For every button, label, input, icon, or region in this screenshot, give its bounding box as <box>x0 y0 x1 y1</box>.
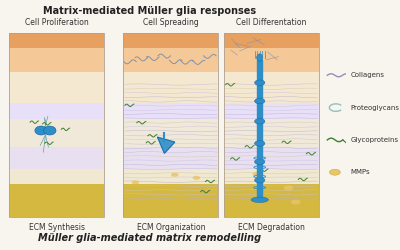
Ellipse shape <box>284 186 293 190</box>
Bar <box>224 33 319 48</box>
Ellipse shape <box>254 80 265 86</box>
Text: Cell Spreading: Cell Spreading <box>143 18 199 27</box>
Bar <box>9 147 104 169</box>
Ellipse shape <box>252 172 262 177</box>
Ellipse shape <box>251 197 268 202</box>
Bar <box>224 169 319 184</box>
Ellipse shape <box>255 183 265 188</box>
Bar <box>123 72 218 103</box>
Ellipse shape <box>171 173 179 177</box>
Bar <box>224 147 319 169</box>
Bar <box>9 33 104 48</box>
Circle shape <box>35 126 47 135</box>
Text: ECM Degradation: ECM Degradation <box>238 223 304 232</box>
Bar <box>123 33 218 48</box>
Text: ECM Organization: ECM Organization <box>137 223 205 232</box>
Polygon shape <box>158 137 175 153</box>
Bar <box>123 147 218 169</box>
Bar <box>9 120 104 147</box>
Ellipse shape <box>254 118 265 124</box>
Ellipse shape <box>291 200 301 204</box>
Polygon shape <box>257 60 262 198</box>
Bar <box>123 33 218 217</box>
Bar <box>9 103 104 120</box>
Bar <box>123 48 218 72</box>
Ellipse shape <box>254 178 265 183</box>
Ellipse shape <box>254 141 265 146</box>
Bar <box>123 169 218 184</box>
Text: Cell Proliferation: Cell Proliferation <box>25 18 89 27</box>
Bar <box>224 103 319 120</box>
Ellipse shape <box>132 180 139 184</box>
Text: MMPs: MMPs <box>351 169 370 175</box>
Text: Matrix-mediated Müller glia responses: Matrix-mediated Müller glia responses <box>43 6 256 16</box>
Bar <box>123 184 218 217</box>
Text: Glycoproteins: Glycoproteins <box>351 137 399 143</box>
Ellipse shape <box>254 159 265 164</box>
Bar <box>224 120 319 147</box>
Bar <box>9 33 104 217</box>
Circle shape <box>44 126 56 135</box>
Ellipse shape <box>256 54 263 61</box>
Bar <box>9 48 104 72</box>
Bar <box>9 169 104 184</box>
Bar <box>224 72 319 103</box>
Bar <box>123 103 218 120</box>
Text: Müller glia-mediated matrix remodelling: Müller glia-mediated matrix remodelling <box>38 233 261 243</box>
Bar <box>9 72 104 103</box>
Ellipse shape <box>329 169 340 175</box>
Bar <box>224 48 319 72</box>
Bar <box>224 184 319 217</box>
Bar <box>9 33 104 217</box>
Text: Proteoglycans: Proteoglycans <box>351 104 400 110</box>
Text: ECM Synthesis: ECM Synthesis <box>29 223 85 232</box>
Bar <box>123 120 218 147</box>
Ellipse shape <box>254 98 265 104</box>
Bar <box>123 33 218 217</box>
Text: Collagens: Collagens <box>351 72 385 78</box>
Text: Cell Differentation: Cell Differentation <box>236 18 306 27</box>
Ellipse shape <box>193 176 200 180</box>
Bar <box>224 33 319 217</box>
Bar <box>9 184 104 217</box>
Bar <box>224 33 319 217</box>
